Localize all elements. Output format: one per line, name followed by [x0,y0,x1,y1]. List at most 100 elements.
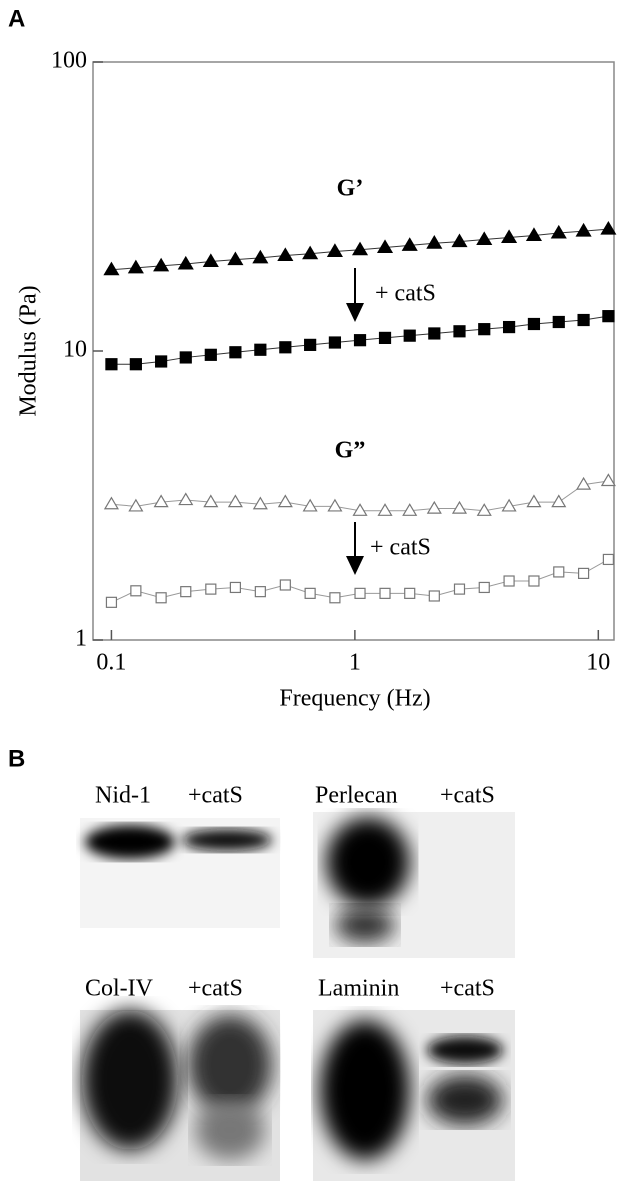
blot-image [80,1010,280,1181]
marker [476,503,492,516]
y-tick-label: 100 [51,48,87,74]
marker [453,583,466,595]
blot-label: Nid-1 [95,783,151,809]
annotation: + catS [370,535,431,561]
marker [376,239,394,254]
panel-label: A [8,5,25,32]
marker [404,587,416,599]
x-axis-label: Frequency (Hz) [279,686,430,712]
blot-label: +catS [188,976,243,1002]
marker [600,473,616,487]
marker [577,567,590,580]
marker [553,566,565,578]
marker [527,317,541,331]
marker [127,259,144,274]
blot-label: +catS [188,783,243,809]
marker [130,585,142,597]
marker [327,498,343,512]
marker [203,494,219,508]
marker [304,587,316,599]
marker [177,255,194,270]
marker [451,500,468,514]
blot-label: +catS [440,783,495,809]
marker [252,249,269,264]
marker [354,587,366,599]
marker [551,494,567,508]
marker [575,222,592,237]
marker [252,496,268,510]
marker [602,553,614,566]
marker [426,235,443,249]
marker [552,315,565,329]
blot-image [313,812,515,958]
marker [153,494,169,508]
plot-frame [92,61,615,641]
marker [227,251,244,266]
marker [501,498,517,512]
marker [351,241,369,256]
marker [403,329,416,342]
marker [577,313,590,327]
blot-label: Laminin [318,976,399,1002]
marker [379,587,391,599]
marker [304,338,317,351]
marker [428,327,441,340]
x-tick-label: 1 [349,650,361,676]
marker [279,341,292,354]
marker [155,592,167,604]
marker [401,237,418,251]
marker [377,503,393,516]
marker [103,261,120,276]
marker [128,498,144,512]
marker [328,336,342,349]
blot-image [313,1010,515,1181]
marker [528,575,540,587]
marker [428,590,440,602]
marker [277,494,293,508]
blot-image [80,818,280,928]
marker [155,355,168,368]
annotation: G” [335,438,366,464]
marker [600,220,617,235]
marker [254,343,267,356]
marker [277,247,294,262]
marker [402,503,418,516]
marker [353,334,367,347]
marker [202,253,219,268]
marker [378,331,392,345]
marker [526,494,542,508]
marker [550,224,567,239]
marker [254,586,266,598]
marker [451,233,468,248]
marker [204,348,217,361]
marker [502,320,516,334]
marker [453,325,466,338]
blot-label: +catS [440,976,495,1002]
marker [576,476,592,490]
annotation: G’ [337,176,364,202]
x-tick-label: 0.1 [96,650,126,676]
annotation: + catS [375,281,436,307]
marker [478,581,490,594]
marker [229,346,242,359]
arrow-head [346,556,364,575]
blot-label: Col-IV [85,976,154,1002]
y-axis-label: Modulus (Pa) [16,285,42,416]
marker [229,581,241,594]
y-tick-label: 1 [75,626,87,652]
marker [103,496,119,510]
marker [302,498,318,512]
marker [476,231,493,246]
marker [178,492,194,506]
marker [227,494,243,508]
marker [329,592,341,604]
panel-label: B [8,745,25,772]
marker [279,579,291,591]
marker [326,243,343,257]
marker [180,586,192,598]
marker [602,310,615,323]
marker [478,323,491,336]
marker [302,245,319,260]
marker [525,227,542,241]
